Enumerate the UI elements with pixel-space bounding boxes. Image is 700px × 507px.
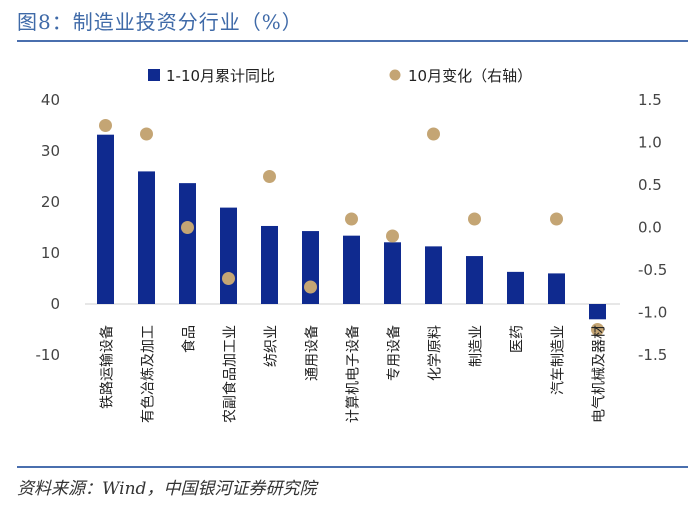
dot-point: [140, 127, 153, 141]
dot-point: [304, 280, 317, 294]
category-label: 专用设备: [386, 325, 403, 381]
category-label: 化学原料: [428, 325, 444, 381]
bar: [220, 207, 237, 304]
bar: [261, 225, 278, 304]
category-label: 汽车制造业: [550, 325, 567, 395]
footer-rule: [17, 466, 688, 468]
legend-dot-swatch: [389, 69, 401, 81]
dot-point: [345, 212, 358, 226]
category-label: 医药: [510, 325, 526, 353]
y-left-tick-label: 10: [41, 244, 60, 262]
category-label: 食品: [181, 325, 198, 353]
y-right-tick-label: 0.5: [638, 176, 662, 194]
category-label: 铁路运输设备: [99, 325, 116, 409]
bar: [138, 171, 155, 304]
legend-bar-swatch: [148, 69, 160, 81]
bar: [589, 304, 606, 320]
dot-point: [181, 221, 194, 234]
category-label: 制造业: [469, 325, 485, 367]
category-label: 通用设备: [304, 325, 321, 381]
category-label: 有色冶炼及加工: [140, 325, 157, 423]
y-left-tick-label: 30: [41, 142, 60, 160]
y-right-tick-label: -0.5: [638, 261, 667, 279]
category-label: 农副食品加工业: [222, 325, 239, 423]
bar: [466, 256, 483, 304]
y-right-tick-label: -1.0: [638, 304, 667, 322]
source-note: 资料来源：Wind，中国银河证券研究院: [17, 479, 317, 499]
dot-point: [591, 323, 604, 336]
y-left-tick-label: 40: [41, 91, 60, 109]
bar: [384, 242, 401, 304]
dot-point: [468, 212, 481, 226]
y-right-tick-label: 1.0: [638, 134, 662, 152]
bar: [343, 235, 360, 304]
title-rule: [17, 40, 688, 42]
dot-point: [550, 212, 563, 226]
bar: [425, 246, 442, 304]
y-right-tick-label: -1.5: [638, 346, 667, 364]
dot-point: [222, 272, 235, 285]
bar: [179, 183, 196, 304]
category-label: 电气机械及器材: [592, 325, 608, 423]
category-label: 纺织业: [264, 325, 280, 367]
dot-point: [263, 170, 276, 183]
y-right-tick-label: 0.0: [638, 219, 662, 237]
page-title: 图8：制造业投资分行业（%）: [17, 10, 303, 34]
category-label: 计算机电子设备: [345, 325, 362, 423]
legend-dot-label: 10月变化（右轴）: [408, 67, 532, 85]
dot-point: [99, 119, 112, 132]
y-left-tick-label: -10: [36, 346, 61, 364]
bar: [97, 134, 114, 304]
y-right-tick-label: 1.5: [638, 91, 662, 109]
dot-point: [427, 127, 440, 141]
legend-bar-label: 1-10月累计同比: [166, 67, 275, 85]
y-left-tick-label: 20: [41, 193, 60, 211]
bar: [507, 271, 524, 304]
dot-point: [386, 229, 399, 243]
y-left-tick-label: 0: [50, 295, 60, 313]
bar: [548, 273, 565, 304]
